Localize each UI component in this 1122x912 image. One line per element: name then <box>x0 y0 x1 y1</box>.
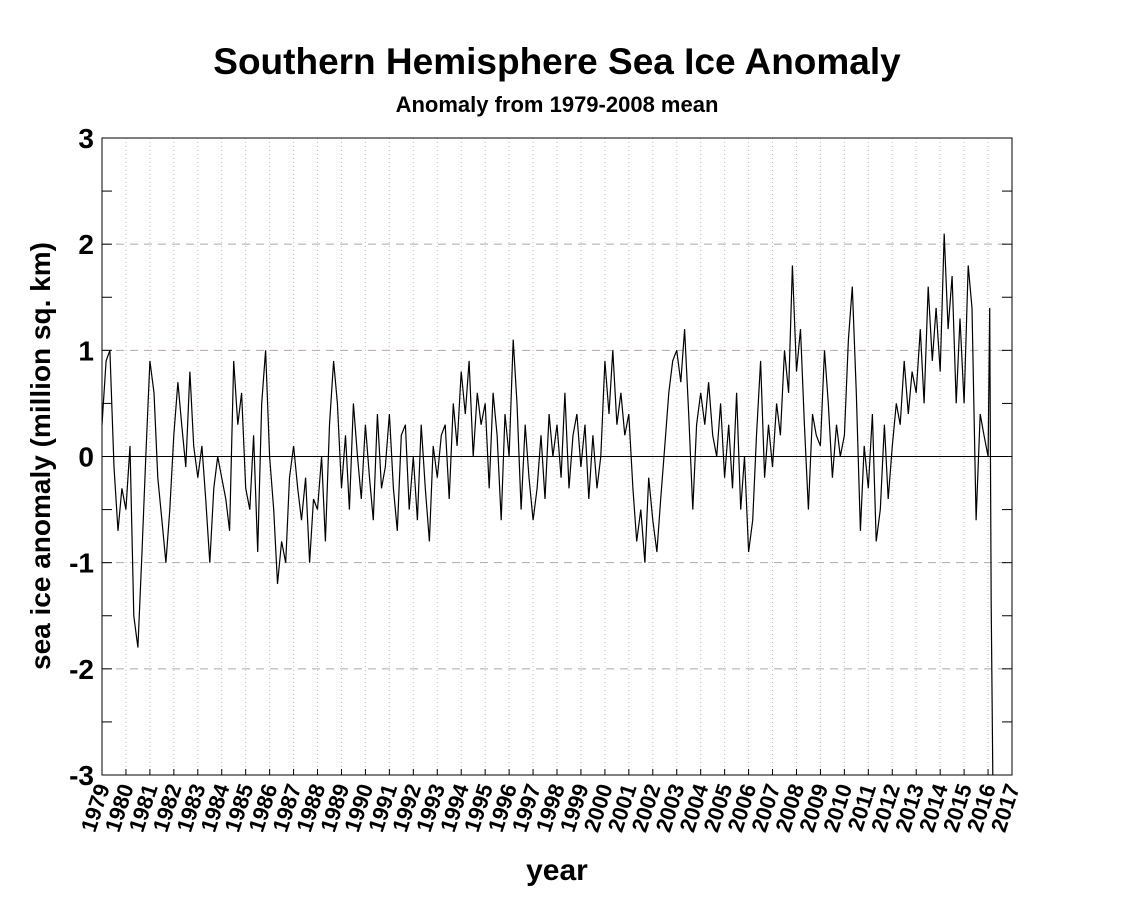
chart-subtitle: Anomaly from 1979-2008 mean <box>396 92 719 117</box>
y-tick-label: 1 <box>78 335 94 366</box>
plot-frame <box>101 137 1013 776</box>
data-line <box>101 233 994 776</box>
y-tick-label: 0 <box>78 442 94 473</box>
y-tick-label: 3 <box>78 123 94 154</box>
chart-title: Southern Hemisphere Sea Ice Anomaly <box>213 41 901 82</box>
y-tick-label: -2 <box>69 654 94 685</box>
y-axis-label: sea ice anomaly (million sq. km) <box>25 242 56 670</box>
y-tick-label: -3 <box>69 760 94 791</box>
y-tick-label: 2 <box>78 229 94 260</box>
y-tick-label: -1 <box>69 548 94 579</box>
x-axis-label: year <box>526 854 588 887</box>
